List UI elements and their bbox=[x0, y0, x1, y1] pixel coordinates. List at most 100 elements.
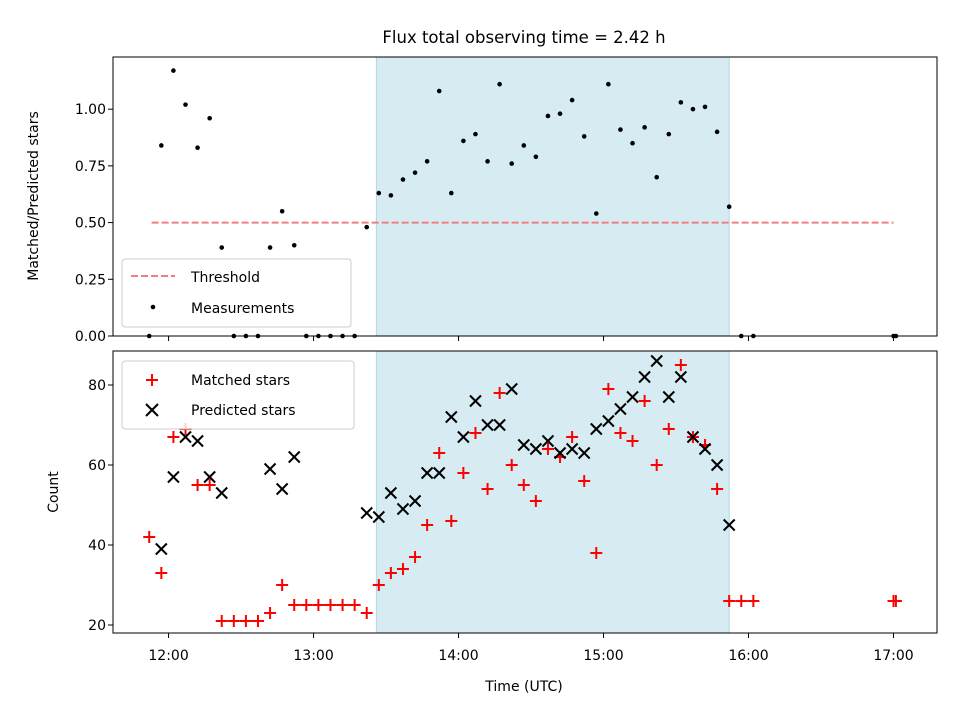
predicted-point bbox=[662, 390, 675, 404]
predicted-point bbox=[408, 494, 422, 508]
measurement-point bbox=[666, 131, 672, 137]
measurement-point bbox=[533, 154, 539, 160]
bottom-legend: Matched stars Predicted stars bbox=[121, 360, 355, 430]
predicted-point bbox=[155, 542, 168, 556]
predicted-point bbox=[215, 486, 228, 500]
matched-point bbox=[614, 427, 627, 439]
matched-point bbox=[469, 427, 482, 439]
predicted-point bbox=[529, 442, 543, 456]
matched-point bbox=[650, 459, 663, 471]
measurement-point bbox=[424, 159, 430, 164]
measurement-point bbox=[461, 138, 466, 144]
x-tick-label: 16:00 bbox=[728, 648, 768, 664]
matched-point bbox=[384, 567, 397, 579]
legend-measurements-swatch bbox=[150, 304, 156, 310]
bottom-panel: 20 40 60 80 12:00 13:00 14:00 15:00 16:00 17:00 bbox=[88, 350, 938, 664]
x-tick-label: 12:00 bbox=[148, 648, 188, 664]
measurement-point bbox=[521, 143, 527, 148]
bottom-y-axis-label: Count bbox=[46, 471, 62, 513]
measurement-point bbox=[569, 97, 575, 103]
measurement-point bbox=[388, 193, 394, 198]
measurement-point bbox=[183, 102, 188, 107]
matched-point bbox=[505, 459, 518, 471]
measurement-point bbox=[678, 100, 684, 105]
matched-point bbox=[723, 595, 736, 607]
measurement-point bbox=[618, 127, 623, 132]
matched-point bbox=[638, 395, 651, 407]
predicted-point bbox=[203, 470, 216, 484]
matched-stars-series bbox=[143, 359, 902, 627]
predicted-point bbox=[167, 470, 180, 484]
matched-point bbox=[215, 615, 228, 627]
matched-point bbox=[445, 515, 458, 527]
predicted-point bbox=[191, 434, 204, 448]
predicted-stars-series bbox=[155, 354, 736, 556]
y-tick-label: 1.00 bbox=[75, 102, 106, 118]
measurement-point bbox=[219, 245, 225, 250]
measurement-point bbox=[448, 190, 454, 196]
measurement-point bbox=[412, 170, 418, 175]
matched-point bbox=[566, 431, 579, 443]
predicted-point bbox=[493, 418, 506, 432]
measurement-point bbox=[291, 242, 297, 248]
matched-point bbox=[372, 579, 385, 591]
matched-point bbox=[747, 595, 760, 607]
predicted-point bbox=[179, 430, 192, 444]
predicted-point bbox=[263, 462, 277, 476]
measurement-point bbox=[545, 113, 551, 119]
matched-point bbox=[541, 443, 554, 455]
matched-point bbox=[626, 435, 639, 447]
y-tick-label: 0.00 bbox=[75, 329, 106, 345]
measurement-point bbox=[593, 211, 599, 216]
matched-point bbox=[433, 447, 446, 459]
y-tick-label: 40 bbox=[88, 538, 106, 554]
matched-point bbox=[517, 479, 530, 491]
predicted-point bbox=[275, 482, 289, 496]
matched-point bbox=[360, 607, 373, 619]
matched-point bbox=[324, 599, 337, 611]
matched-point bbox=[421, 519, 434, 531]
matched-point bbox=[203, 479, 216, 491]
measurement-point bbox=[557, 111, 563, 117]
axes-frame bbox=[112, 56, 938, 337]
top-legend-frame bbox=[121, 258, 352, 328]
predicted-point bbox=[396, 502, 410, 516]
measurement-point bbox=[473, 131, 478, 137]
predicted-point bbox=[469, 394, 482, 408]
predicted-point bbox=[445, 410, 458, 424]
matched-point bbox=[239, 615, 252, 627]
predicted-point bbox=[638, 370, 651, 384]
predicted-point bbox=[360, 506, 373, 520]
predicted-point bbox=[420, 466, 434, 480]
matched-point bbox=[602, 383, 615, 395]
measurement-point bbox=[485, 159, 490, 164]
matched-point bbox=[276, 579, 289, 591]
measurement-point bbox=[376, 190, 382, 196]
matched-point bbox=[251, 615, 264, 627]
predicted-point bbox=[674, 370, 688, 384]
predicted-point bbox=[686, 430, 700, 444]
predicted-point bbox=[541, 434, 555, 448]
matched-point bbox=[674, 359, 687, 371]
matched-point bbox=[529, 495, 542, 507]
measurement-point bbox=[207, 115, 212, 121]
legend-matched-swatch bbox=[146, 374, 158, 386]
legend-predicted-swatch bbox=[145, 403, 159, 417]
predicted-point bbox=[722, 518, 736, 532]
x-tick-label: 17:00 bbox=[873, 648, 913, 664]
legend-measurements-label: Measurements bbox=[191, 301, 294, 317]
y-tick-label: 0.75 bbox=[75, 159, 106, 175]
matched-point bbox=[493, 387, 506, 399]
legend-predicted-label: Predicted stars bbox=[191, 403, 296, 419]
measurement-point bbox=[400, 177, 406, 182]
legend-threshold-label: Threshold bbox=[190, 270, 260, 286]
axes-frame bbox=[112, 350, 938, 634]
predicted-point bbox=[384, 486, 398, 500]
legend-matched-label: Matched stars bbox=[191, 373, 290, 389]
measurement-point bbox=[714, 129, 720, 135]
predicted-point bbox=[517, 438, 530, 452]
predicted-point bbox=[565, 442, 579, 456]
matched-point bbox=[300, 599, 313, 611]
predicted-point bbox=[710, 458, 724, 472]
